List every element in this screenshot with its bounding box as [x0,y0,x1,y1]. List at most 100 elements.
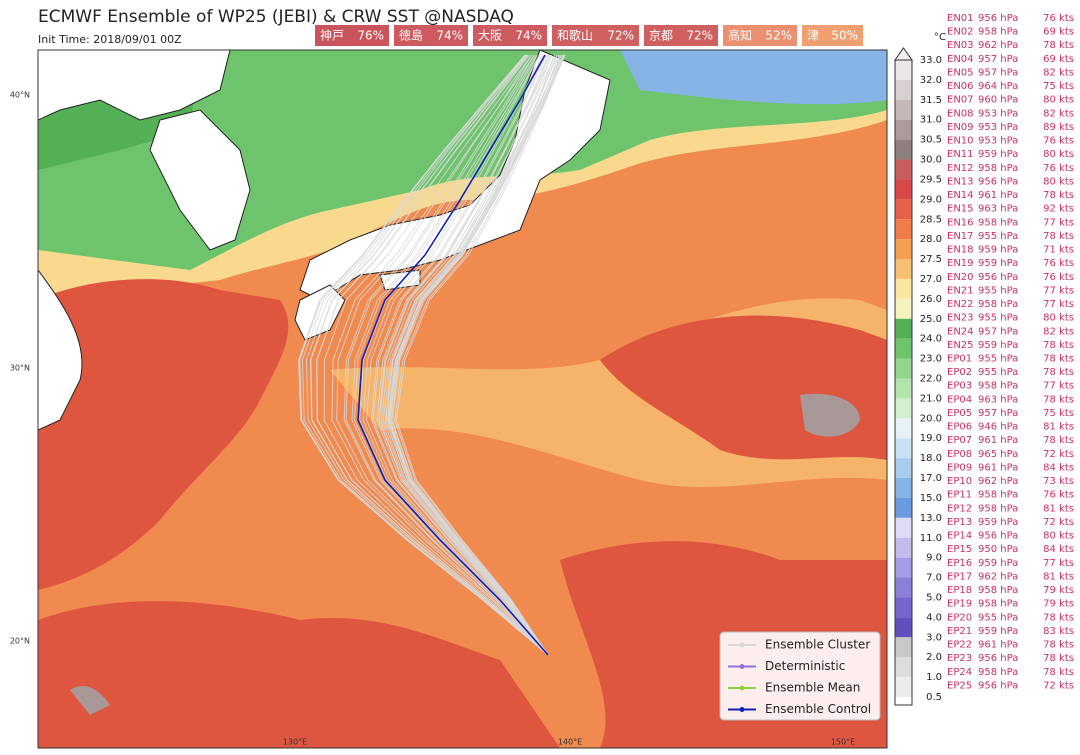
member-pressure: 959 hPa [978,245,1018,256]
member-pressure: 961 hPa [978,190,1018,201]
member-wind: 80 kts [1043,176,1074,187]
ensemble-track [336,54,549,656]
member-wind: 84 kts [1043,462,1074,473]
ensemble-track [323,54,549,656]
member-name: EP07 [947,435,972,446]
ensemble-track [299,54,549,656]
ensemble-track [353,54,549,656]
member-pressure: 957 hPa [978,326,1018,337]
ensemble-track [380,54,556,656]
member-wind: 76 kts [1043,490,1074,501]
member-name: EP16 [947,558,972,569]
colorbar-label: 32.0 [920,75,942,86]
legend-label: Ensemble Mean [765,681,860,695]
control-track [357,54,549,656]
member-wind: 78 kts [1043,231,1074,242]
title: ECMWF Ensemble of WP25 (JEBI) & CRW SST … [38,7,514,27]
colorbar-label: 25.0 [920,314,942,325]
member-name: EN16 [947,217,974,228]
member-name: EP18 [947,585,972,596]
member-wind: 78 kts [1043,190,1074,201]
member-name: EP15 [947,544,972,555]
member-wind: 78 kts [1043,435,1074,446]
member-name: EN05 [947,67,974,78]
member-name: EP08 [947,449,972,460]
member-name: EN23 [947,313,974,324]
member-name: EN11 [947,149,974,160]
member-wind: 76 kts [1043,258,1074,269]
colorbar-cell [895,557,912,578]
member-pressure: 958 hPa [978,503,1018,514]
city-box [723,25,797,46]
member-name: EN18 [947,245,974,256]
member-wind: 78 kts [1043,340,1074,351]
member-pressure: 958 hPa [978,217,1018,228]
colorbar-label: 5.0 [926,592,942,603]
ensemble-track [395,54,564,656]
colorbar-cell [895,657,912,678]
legend-label: Ensemble Control [765,702,871,716]
city-prob: 52% [765,29,792,43]
member-wind: 78 kts [1043,612,1074,623]
member-pressure: 957 hPa [978,408,1018,419]
colorbar-cell [895,617,912,638]
member-pressure: 959 hPa [978,149,1018,160]
colorbar-label: 27.5 [920,254,942,265]
legend-label: Deterministic [765,659,845,673]
member-name: EP04 [947,394,972,405]
member-pressure: 965 hPa [978,449,1018,460]
member-wind: 81 kts [1043,503,1074,514]
ensemble-track [387,54,566,656]
ensemble-track [362,54,549,656]
member-name: EN09 [947,122,974,133]
member-wind: 79 kts [1043,599,1074,610]
member-pressure: 961 hPa [978,462,1018,473]
member-wind: 82 kts [1043,108,1074,119]
member-name: EN15 [947,204,974,215]
city-name: 和歌山 [557,28,593,43]
member-wind: 92 kts [1043,204,1074,215]
member-pressure: 955 hPa [978,313,1018,324]
colorbar-cell [895,517,912,538]
legend-dot [739,685,745,691]
colorbar-cell [895,60,912,80]
member-name: EP14 [947,531,972,542]
init-time: Init Time: 2018/09/01 00Z [38,33,182,46]
member-name: EN02 [947,27,974,38]
member-name: EP21 [947,626,972,637]
member-name: EN13 [947,176,974,187]
member-wind: 77 kts [1043,381,1074,392]
member-wind: 82 kts [1043,67,1074,78]
colorbar-label: 31.5 [920,95,942,106]
member-wind: 77 kts [1043,558,1074,569]
city-name: 神戸 [320,29,344,43]
member-pressure: 958 hPa [978,667,1018,678]
member-name: EN20 [947,272,974,283]
colorbar-cell [895,338,912,359]
member-wind: 76 kts [1043,136,1074,147]
city-name: 徳島 [399,28,423,43]
lon-label: 140°E [558,738,582,747]
member-wind: 71 kts [1043,245,1074,256]
colorbar-cell [895,458,912,479]
member-pressure: 955 hPa [978,231,1018,242]
colorbar-cell [895,418,912,439]
lon-label: 130°E [283,738,307,747]
member-name: EP02 [947,367,972,378]
member-wind: 72 kts [1043,449,1074,460]
city-box [644,25,718,46]
member-pressure: 956 hPa [978,13,1018,24]
ensemble-track [371,54,549,656]
colorbar-cell [895,398,912,419]
member-pressure: 959 hPa [978,517,1018,528]
member-name: EN08 [947,108,974,119]
member-name: EN17 [947,231,974,242]
city-name: 高知 [728,28,752,43]
colorbar-cell [895,318,912,339]
member-pressure: 959 hPa [978,258,1018,269]
colorbar-label: 13.0 [920,513,942,524]
member-wind: 69 kts [1043,27,1074,38]
colorbar-label: 3.0 [926,632,942,643]
member-pressure: 956 hPa [978,680,1018,691]
